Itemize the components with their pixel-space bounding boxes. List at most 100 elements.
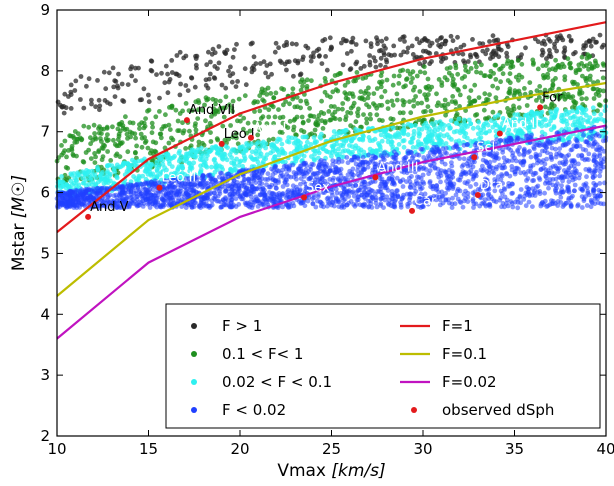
scatter-point (213, 101, 218, 107)
scatter-point (592, 117, 598, 123)
scatter-point (361, 194, 367, 200)
scatter-point (282, 61, 288, 67)
scatter-point (372, 164, 378, 170)
dsph-label: Scl (476, 140, 495, 155)
scatter-point (598, 112, 604, 117)
scatter-point (242, 93, 248, 99)
scatter-point (209, 164, 214, 170)
scatter-point (349, 190, 355, 195)
scatter-point (329, 187, 335, 192)
scatter-point (498, 138, 504, 144)
scatter-point (411, 128, 417, 134)
scatter-point (589, 200, 595, 206)
scatter-point (129, 73, 135, 79)
scatter-point (549, 145, 555, 151)
scatter-point (258, 61, 263, 66)
scatter-point (568, 203, 574, 208)
scatter-point (295, 104, 300, 110)
scatter-point (340, 149, 346, 154)
scatter-point (478, 70, 484, 76)
scatter-point (280, 150, 286, 156)
scatter-point (248, 41, 254, 47)
scatter-point (167, 105, 172, 110)
scatter-point (543, 167, 549, 173)
scatter-point (276, 107, 281, 112)
dsph-point (537, 104, 544, 111)
legend-label: F=0.1 (442, 345, 487, 363)
scatter-point (293, 136, 298, 141)
scatter-point (331, 203, 337, 209)
scatter-point (432, 124, 437, 130)
scatter-point (395, 160, 400, 166)
model-lines-layer (56, 21, 607, 340)
scatter-point (124, 204, 130, 210)
scatter-point (515, 112, 521, 118)
scatter-point (556, 36, 561, 41)
scatter-point (479, 201, 485, 207)
scatter-point (199, 180, 205, 186)
scatter-point (138, 131, 144, 137)
scatter-point (209, 145, 215, 150)
scatter-point (251, 157, 256, 163)
scatter-point (561, 64, 567, 70)
scatter-point (211, 110, 217, 116)
scatter-point (386, 52, 392, 57)
scatter-point (452, 201, 458, 207)
scatter-point (593, 91, 599, 97)
scatter-point (420, 48, 426, 54)
scatter-point (427, 179, 433, 184)
scatter-point (101, 69, 107, 75)
scatter-point (531, 146, 537, 152)
scatter-point (590, 175, 596, 181)
scatter-point (391, 125, 396, 131)
scatter-point (168, 156, 174, 161)
scatter-point (142, 135, 148, 140)
scatter-point (125, 82, 131, 87)
scatter-point (400, 184, 406, 189)
scatter-point (420, 179, 426, 185)
scatter-point (505, 106, 510, 111)
scatter-point (185, 187, 190, 192)
scatter-point (581, 117, 586, 123)
scatter-point (425, 104, 431, 109)
scatter-point (123, 114, 128, 120)
scatter-point (65, 165, 71, 171)
scatter-point (97, 103, 103, 109)
scatter-point (360, 202, 366, 208)
scatter-point (457, 92, 463, 98)
scatter-point (572, 99, 577, 105)
scatter-point (279, 146, 285, 152)
scatter-point (220, 105, 226, 111)
scatter-point (456, 146, 461, 152)
scatter-point (132, 131, 138, 137)
scatter-point (473, 181, 479, 187)
scatter-point (454, 121, 460, 126)
scatter-point (470, 37, 475, 42)
scatter-point (351, 202, 356, 207)
scatter-point (422, 70, 428, 76)
scatter-point (543, 117, 548, 123)
scatter-point (431, 149, 437, 155)
scatter-point (376, 189, 382, 194)
scatter-point (461, 130, 467, 135)
scatter-point (273, 164, 279, 170)
scatter-point (174, 53, 180, 58)
scatter-point (180, 165, 186, 171)
scatter-point (566, 126, 572, 132)
scatter-point (74, 178, 79, 184)
scatter-point (531, 178, 537, 183)
y-tick-label: 8 (40, 62, 50, 80)
scatter-point (482, 91, 488, 97)
scatter-point (547, 180, 553, 186)
scatter-point (228, 204, 234, 210)
scatter-point (230, 187, 235, 193)
scatter-point (490, 154, 496, 160)
scatter-point (541, 38, 547, 44)
scatter-point (138, 191, 144, 197)
scatter-point (497, 197, 503, 203)
legend: F > 1 F=10.1 < F< 1 F=0.10.02 < F < 0.1 F=0… (165, 303, 601, 429)
scatter-point (368, 116, 373, 122)
scatter-point (230, 134, 236, 140)
scatter-point (68, 194, 73, 199)
scatter-point (153, 140, 159, 146)
